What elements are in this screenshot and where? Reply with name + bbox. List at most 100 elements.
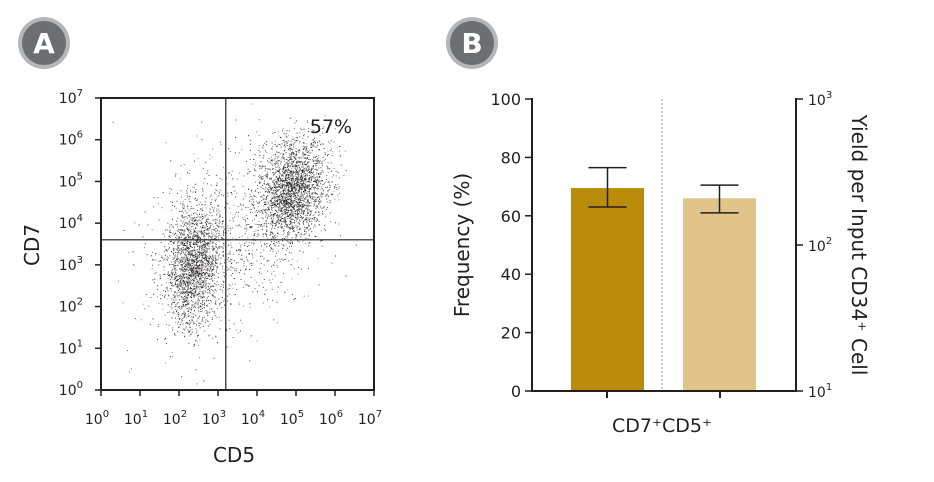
scatter-point bbox=[216, 308, 218, 309]
scatter-point bbox=[183, 291, 185, 293]
scatter-point bbox=[318, 162, 320, 164]
scatter-point bbox=[176, 286, 178, 288]
scatter-point bbox=[175, 303, 177, 305]
scatter-point bbox=[289, 214, 291, 216]
scatter-point bbox=[214, 289, 216, 291]
scatter-point bbox=[297, 139, 299, 141]
scatter-point bbox=[277, 166, 279, 168]
scatter-point bbox=[249, 263, 251, 265]
scatter-point bbox=[195, 281, 197, 283]
scatter-point bbox=[189, 283, 191, 285]
scatter-point bbox=[181, 307, 182, 309]
scatter-point bbox=[294, 181, 295, 183]
scatter-point bbox=[288, 193, 290, 195]
scatter-point bbox=[223, 166, 224, 168]
scatter-point bbox=[303, 210, 305, 211]
scatter-point bbox=[189, 331, 191, 332]
scatter-point bbox=[282, 218, 283, 219]
scatter-point bbox=[183, 289, 184, 291]
scatter-point bbox=[184, 314, 186, 316]
scatter-point bbox=[218, 221, 220, 223]
scatter-point bbox=[316, 176, 318, 178]
scatter-point bbox=[288, 184, 290, 186]
scatter-point bbox=[200, 311, 202, 312]
scatter-point bbox=[281, 215, 283, 216]
scatter-point bbox=[210, 202, 212, 203]
scatter-point bbox=[183, 288, 185, 290]
scatter-point bbox=[311, 150, 313, 152]
scatter-point bbox=[304, 210, 305, 211]
scatter-point bbox=[267, 195, 269, 197]
scatter-point bbox=[285, 133, 287, 135]
scatter-point bbox=[173, 226, 174, 228]
scatter-point bbox=[326, 201, 328, 203]
scatter-point bbox=[190, 263, 191, 265]
scatter-point bbox=[305, 218, 307, 220]
scatter-point bbox=[290, 144, 292, 146]
scatter-point bbox=[259, 176, 261, 177]
scatter-point bbox=[167, 272, 169, 274]
scatter-point bbox=[306, 175, 308, 177]
scatter-point bbox=[299, 189, 301, 191]
scatter-point bbox=[185, 241, 186, 243]
scatter-point bbox=[199, 327, 201, 329]
scatter-point bbox=[289, 166, 291, 168]
scatter-point bbox=[195, 328, 197, 330]
scatter-point bbox=[195, 332, 197, 334]
scatter-point bbox=[312, 176, 314, 177]
scatter-point bbox=[198, 275, 200, 277]
scatter-point bbox=[285, 202, 287, 204]
scatter-point bbox=[274, 164, 276, 166]
scatter-point bbox=[218, 219, 220, 221]
scatter-point bbox=[170, 237, 171, 238]
scatter-point bbox=[293, 194, 295, 196]
scatter-point bbox=[203, 230, 205, 232]
scatter-point bbox=[302, 179, 304, 181]
scatter-point bbox=[300, 127, 302, 129]
scatter-point bbox=[209, 283, 211, 285]
scatter-point bbox=[318, 196, 320, 198]
scatter-point bbox=[212, 248, 214, 250]
scatter-point bbox=[288, 169, 289, 171]
scatter-point bbox=[185, 260, 187, 262]
scatter-point bbox=[280, 185, 282, 187]
scatter-point bbox=[302, 205, 304, 207]
scatter-point bbox=[300, 236, 302, 238]
scatter-point bbox=[224, 228, 226, 230]
scatter-point bbox=[323, 190, 324, 192]
scatter-point bbox=[316, 181, 317, 183]
scatter-point bbox=[211, 274, 213, 276]
scatter-point bbox=[174, 261, 176, 263]
scatter-point bbox=[207, 260, 209, 262]
scatter-point bbox=[173, 296, 175, 298]
scatter-point bbox=[181, 273, 183, 275]
scatter-point bbox=[279, 214, 281, 216]
scatter-point bbox=[196, 287, 198, 289]
scatter-point bbox=[214, 283, 216, 284]
scatter-point bbox=[208, 244, 210, 246]
scatter-point bbox=[206, 172, 208, 174]
scatter-point bbox=[203, 244, 205, 246]
scatter-point bbox=[265, 208, 267, 210]
scatter-point bbox=[278, 180, 280, 182]
scatter-point bbox=[319, 176, 321, 177]
scatter-point bbox=[304, 205, 306, 207]
scatter-point bbox=[179, 295, 181, 297]
scatter-point bbox=[196, 293, 198, 295]
scatter-point bbox=[201, 213, 203, 215]
scatter-point bbox=[333, 187, 335, 189]
scatter-point bbox=[293, 153, 295, 155]
scatter-point bbox=[199, 241, 201, 243]
scatter-point bbox=[200, 271, 202, 273]
scatter-point bbox=[205, 291, 207, 293]
scatter-point bbox=[230, 275, 232, 277]
scatter-point bbox=[278, 189, 280, 191]
scatter-point bbox=[190, 278, 191, 280]
scatter-point bbox=[182, 207, 184, 208]
scatter-point bbox=[250, 170, 252, 172]
scatter-point bbox=[282, 237, 284, 239]
scatter-point bbox=[206, 233, 208, 235]
scatter-point bbox=[300, 161, 302, 163]
scatter-point bbox=[180, 241, 182, 243]
scatter-point bbox=[288, 182, 289, 183]
